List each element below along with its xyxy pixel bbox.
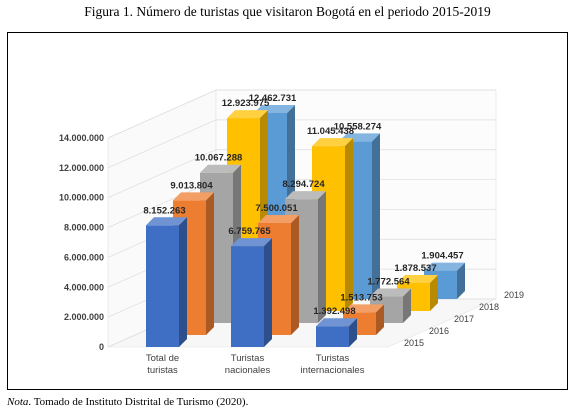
- bar: [316, 318, 357, 347]
- data-label: 1.878.537: [394, 263, 436, 274]
- series-depth-label: 2017: [454, 314, 474, 324]
- figure-note: Nota. Tomado de Instituto Distrital de T…: [7, 396, 248, 408]
- bar-side: [349, 318, 357, 347]
- bar-front: [316, 326, 349, 347]
- bar-side: [291, 215, 299, 335]
- bar-top: [312, 138, 353, 147]
- data-label: 9.013.804: [170, 180, 213, 191]
- category-label: internacionales: [301, 365, 365, 376]
- bar-front: [146, 225, 179, 347]
- data-label: 1.772.564: [367, 277, 410, 288]
- bar-top: [397, 274, 438, 283]
- y-tick-label: 4.000.000: [64, 282, 104, 292]
- data-label: 10.067.288: [195, 153, 243, 164]
- bar-side: [376, 304, 384, 335]
- figure-title: Figura 1. Número de turistas que visitar…: [84, 4, 491, 19]
- series-depth-label: 2016: [429, 326, 449, 336]
- bar-side: [403, 288, 411, 323]
- bar: [370, 288, 411, 323]
- bar-side: [179, 217, 187, 347]
- y-tick-label: 6.000.000: [64, 252, 104, 262]
- data-label: 12.923.975: [222, 98, 270, 109]
- data-label: 7.500.051: [255, 203, 298, 214]
- y-tick-label: 10.000.000: [59, 193, 104, 203]
- note-prefix: Nota: [7, 396, 29, 408]
- gridline: [107, 89, 496, 139]
- bar-top: [200, 164, 241, 173]
- data-label: 8.294.724: [282, 179, 325, 190]
- bar-side: [345, 138, 353, 311]
- bar-top: [370, 288, 411, 297]
- bars: [146, 104, 465, 347]
- data-labels: 8.152.263 6.759.765 1.392.498 9.013.804 7.50…: [143, 93, 463, 317]
- note-text: . Tomado de Instituto Distrital de Turis…: [28, 396, 249, 408]
- gridline: [107, 149, 496, 199]
- y-tick-label: 2.000.000: [64, 312, 104, 322]
- category-label: Turistas: [231, 353, 265, 364]
- y-tick-label: 12.000.000: [59, 163, 104, 173]
- bar-top: [173, 192, 214, 201]
- data-label: 1.392.498: [313, 306, 355, 317]
- category-label: nacionales: [225, 365, 271, 376]
- bar-side: [372, 133, 380, 299]
- data-label: 10.558.274: [334, 121, 382, 132]
- data-label: 12.462.731: [249, 93, 297, 104]
- bar-top: [227, 110, 268, 119]
- category-label: Total de: [146, 353, 179, 364]
- chart-frame: 8.152.263 6.759.765 1.392.498 9.013.804 7.50…: [7, 32, 568, 390]
- bar: [258, 215, 299, 335]
- bar-top: [231, 238, 272, 247]
- series-depth-label: 2019: [504, 290, 524, 300]
- bar-top: [343, 304, 384, 313]
- bar-side: [206, 192, 214, 335]
- y-tick-label: 8.000.000: [64, 223, 104, 233]
- data-label: 1.904.457: [421, 251, 463, 262]
- bar-top: [316, 318, 357, 327]
- bar-side: [264, 238, 272, 347]
- data-label: 8.152.263: [143, 205, 185, 216]
- bar-side: [318, 191, 326, 323]
- axis-labels: 0 2.000.000 4.000.000 6.000.000 8.000.000 10.…: [59, 133, 524, 376]
- gridline: [107, 119, 496, 169]
- bar-front: [231, 246, 264, 347]
- data-label: 6.759.765: [228, 226, 271, 237]
- category-label: turistas: [147, 365, 178, 376]
- bar-top: [146, 217, 187, 226]
- series-depth-label: 2015: [404, 338, 424, 348]
- bar: [231, 238, 272, 347]
- data-label: 1.513.753: [340, 292, 382, 303]
- bar-side: [430, 274, 438, 311]
- category-label: Turistas: [316, 353, 350, 364]
- bar-top: [424, 262, 465, 271]
- bar-side: [457, 262, 465, 299]
- y-tick-label: 14.000.000: [59, 133, 104, 143]
- bar-top: [258, 215, 299, 224]
- bar: [146, 217, 187, 347]
- series-depth-label: 2018: [479, 302, 499, 312]
- data-label: 11.045.438: [307, 126, 354, 137]
- y-tick-label: 0: [99, 342, 104, 352]
- bar-top: [285, 191, 326, 200]
- chart-3d-columns: 8.152.263 6.759.765 1.392.498 9.013.804 7.50…: [59, 89, 524, 376]
